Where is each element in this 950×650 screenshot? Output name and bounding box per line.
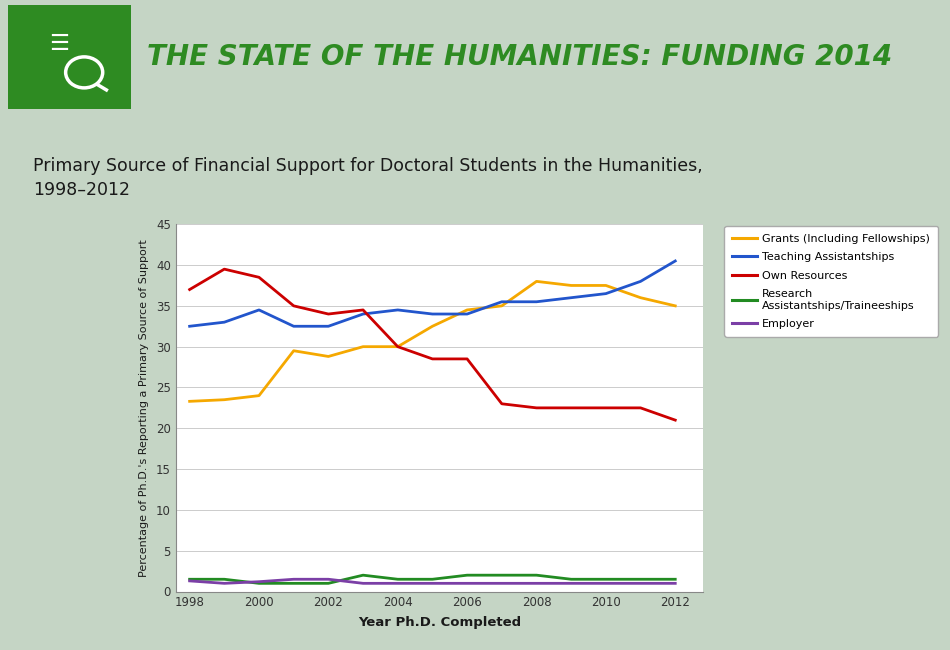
Y-axis label: Percentage of Ph.D.'s Reporting a Primary Source of Support: Percentage of Ph.D.'s Reporting a Primar… [139, 239, 149, 577]
Text: ☰: ☰ [49, 34, 69, 55]
Text: THE STATE OF THE HUMANITIES: FUNDING 2014: THE STATE OF THE HUMANITIES: FUNDING 201… [147, 43, 892, 71]
Legend: Grants (Including Fellowships), Teaching Assistantships, Own Resources, Research: Grants (Including Fellowships), Teaching… [724, 226, 938, 337]
FancyBboxPatch shape [4, 2, 135, 112]
X-axis label: Year Ph.D. Completed: Year Ph.D. Completed [358, 616, 521, 629]
Text: Primary Source of Financial Support for Doctoral Students in the Humanities,
199: Primary Source of Financial Support for … [33, 157, 703, 199]
